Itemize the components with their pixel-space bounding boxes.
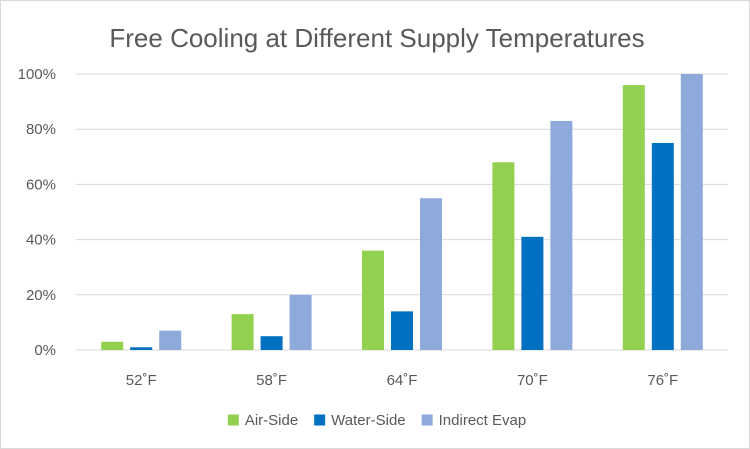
bar-indirect-evap-4 — [680, 74, 703, 350]
bar-water-side-4 — [651, 143, 674, 350]
legend-swatch — [314, 414, 326, 426]
y-tick-label: 40% — [26, 232, 56, 249]
bar-indirect-evap-3 — [550, 120, 573, 350]
bar-air-side-0 — [101, 341, 124, 350]
legend-swatch — [227, 414, 239, 426]
bar-indirect-evap-2 — [420, 198, 442, 350]
y-axis-ticks: 0% 20% 40% 60% 80% 100% — [18, 66, 56, 359]
x-tick-label: 64˚F — [387, 372, 418, 389]
bar-air-side-3 — [492, 162, 515, 350]
bars — [101, 74, 703, 350]
x-tick-label: 58˚F — [256, 372, 287, 389]
chart-title: Free Cooling at Different Supply Tempera… — [109, 23, 644, 53]
gridlines — [76, 73, 728, 351]
legend-swatch — [421, 414, 433, 426]
y-tick-label: 60% — [26, 176, 56, 193]
x-tick-label: 76˚F — [647, 372, 678, 389]
bar-air-side-4 — [622, 85, 645, 350]
y-tick-label: 80% — [26, 121, 56, 138]
bar-indirect-evap-0 — [159, 330, 182, 350]
bar-indirect-evap-1 — [289, 294, 312, 350]
bar-water-side-0 — [130, 347, 153, 350]
legend-label: Water-Side — [331, 412, 405, 429]
x-tick-label: 70˚F — [517, 372, 548, 389]
x-axis-ticks: 52˚F 58˚F 64˚F 70˚F 76˚F — [126, 372, 678, 389]
bar-water-side-1 — [260, 336, 283, 350]
bar-water-side-3 — [521, 236, 544, 350]
bar-air-side-2 — [362, 250, 384, 350]
y-tick-label: 20% — [26, 287, 56, 304]
bar-water-side-2 — [391, 311, 413, 350]
legend: Air-Side Water-Side Indirect Evap — [227, 412, 527, 429]
legend-label: Air-Side — [245, 412, 298, 429]
y-tick-label: 100% — [18, 66, 56, 83]
bar-air-side-1 — [231, 314, 254, 350]
y-tick-label: 0% — [34, 342, 56, 359]
legend-label: Indirect Evap — [439, 412, 527, 429]
x-tick-label: 52˚F — [126, 372, 157, 389]
